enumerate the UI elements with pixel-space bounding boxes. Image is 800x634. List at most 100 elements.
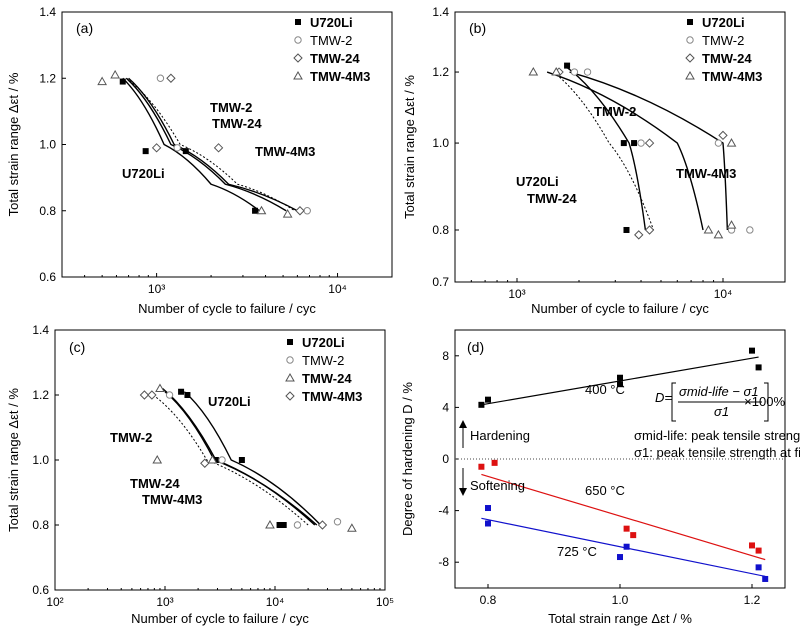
fit-curve-tmw-4m3 — [152, 394, 309, 526]
y-axis-label: Total strain range Δεt / % — [6, 72, 21, 216]
data-point-tmw-2 — [156, 74, 165, 82]
data-point-tmw-2 — [218, 456, 226, 464]
legend-marker-u720li — [687, 19, 693, 25]
data-point-tmw-24 — [151, 143, 162, 153]
data-point-tmw-24 — [644, 225, 655, 235]
panel-label: (c) — [69, 339, 85, 355]
legend-marker-tmw-24 — [285, 372, 295, 382]
data-point-tmw-24 — [295, 206, 305, 216]
legend-marker-tmw-4m3 — [685, 70, 695, 80]
data-point-tmw-2 — [173, 144, 181, 152]
data-point-tmw-4m3 — [256, 205, 267, 215]
y-tick-label: 1.0 — [432, 136, 449, 150]
data-point-u720li — [142, 148, 149, 155]
data-point-u720li — [564, 62, 571, 69]
data-point-tmw-4m3 — [147, 390, 157, 400]
data-point-u720li — [182, 148, 189, 155]
curve-label-tmw-2: TMW-2 — [210, 100, 252, 115]
fit-curve-tmw-2 — [128, 77, 298, 212]
x-tick-label: 0.8 — [480, 593, 497, 607]
legend-label-tmw-2: TMW-2 — [310, 33, 352, 48]
data-point-tmw-24 — [213, 143, 224, 153]
y-tick-label: 1.2 — [39, 71, 56, 85]
data-point-tmw-4m3 — [110, 69, 121, 79]
data-point-400-c — [485, 396, 491, 403]
fit-curve-tmw-24 — [552, 71, 654, 231]
data-point-tmw-24 — [347, 523, 357, 532]
data-point-tmw-2 — [333, 518, 342, 526]
data-point-tmw-2 — [303, 207, 311, 215]
y-tick-label: 0.8 — [432, 223, 449, 237]
panel-b: (b) 0.7 0.8 1.0 1.2 1.4 10³ 10⁴ Number of cycle … — [402, 5, 786, 316]
curve-label-tmw-2: TMW-2 — [594, 104, 636, 119]
data-point-tmw-4m3 — [139, 390, 150, 400]
data-point-tmw-4m3 — [703, 224, 714, 234]
hardening-label: Hardening — [470, 428, 530, 443]
data-point-650-c — [491, 459, 498, 466]
fit-curve-tmw-4m3 — [569, 71, 729, 231]
legend-label-tmw-24: TMW-24 — [702, 51, 752, 66]
y-tick-label: 1.0 — [39, 138, 56, 152]
fit-line-650-c — [481, 473, 766, 561]
data-point-400-c — [755, 364, 762, 371]
y-tick-label: 1.2 — [32, 388, 49, 402]
data-point-tmw-2 — [293, 521, 302, 529]
data-point-u720li — [623, 226, 630, 233]
legend-marker-tmw-2 — [294, 36, 302, 44]
panel-d: (d) 8 4 0 -4 -8 0.8 1.0 1.2 Total strain range Δε… — [400, 329, 800, 626]
y-tick-label: 1.4 — [32, 323, 49, 337]
data-point-tmw-4m3 — [726, 138, 737, 147]
curve-label-tmw-4m3: TMW-4M3 — [142, 492, 202, 507]
data-point-tmw-2 — [746, 226, 754, 234]
y-tick-label: 0.7 — [432, 275, 449, 289]
y-tick-label: 0 — [442, 452, 449, 466]
data-point-400-c — [617, 381, 623, 388]
x-axis-label: Number of cycle to failure / cyc — [138, 301, 316, 316]
data-point-tmw-2 — [583, 68, 592, 76]
data-point-tmw-24 — [265, 519, 275, 529]
equation-numerator: σmid-life − σ1 — [679, 384, 759, 399]
y-tick-label: 1.4 — [432, 5, 449, 19]
equation-bracket-right — [764, 382, 769, 422]
curve-label-tmw-2: TMW-2 — [110, 430, 152, 445]
y-axis-label: Total strain range Δεt / % — [6, 388, 21, 532]
data-point-tmw-2 — [637, 139, 645, 147]
x-axis-label: Number of cycle to failure / cyc — [531, 301, 709, 316]
legend-label-tmw-24: TMW-24 — [302, 371, 352, 386]
panel-label: (a) — [76, 20, 93, 36]
x-tick-label: 1.2 — [744, 593, 761, 607]
series-label-400-c: 400 °C — [585, 382, 625, 397]
y-axis-label: Total strain range Δεt / % — [402, 75, 417, 219]
legend-label-tmw-2: TMW-2 — [302, 353, 344, 368]
data-point-tmw-4m3 — [200, 458, 210, 468]
data-point-u720li — [620, 140, 627, 147]
data-point-u720li — [212, 457, 219, 463]
legend-label-u720li: U720Li — [702, 15, 745, 30]
data-point-725-c — [485, 505, 491, 512]
x-tick-label: 1.0 — [612, 593, 629, 607]
data-point-650-c — [755, 547, 762, 554]
data-point-725-c — [623, 543, 630, 550]
legend-marker-u720li — [295, 19, 301, 25]
data-point-tmw-24 — [155, 383, 165, 392]
fit-curve-u720li — [564, 65, 647, 231]
curve-label-tmw-4m3: TMW-4M3 — [676, 166, 736, 181]
data-point-u720li — [178, 388, 185, 395]
data-point-400-c — [617, 374, 623, 381]
legend-label-u720li: U720Li — [302, 335, 345, 350]
data-point-u720li — [184, 392, 191, 398]
legend-marker-tmw-24 — [293, 53, 303, 63]
y-tick-label: 1.2 — [432, 65, 449, 79]
legend-marker-tmw-24 — [685, 53, 695, 63]
legend-label-tmw-24: TMW-24 — [310, 51, 360, 66]
curve-label-tmw-24: TMW-24 — [130, 476, 180, 491]
data-point-725-c — [485, 520, 491, 527]
fit-line-725-c — [481, 517, 766, 577]
data-point-tmw-24 — [166, 73, 176, 83]
equation-denominator: σ1 — [714, 404, 729, 419]
x-tick-label: 10⁴ — [328, 282, 347, 296]
data-point-u720li — [119, 78, 126, 85]
curve-label-u720li: U720Li — [516, 174, 559, 189]
fit-curve-tmw-4m3 — [126, 77, 296, 212]
